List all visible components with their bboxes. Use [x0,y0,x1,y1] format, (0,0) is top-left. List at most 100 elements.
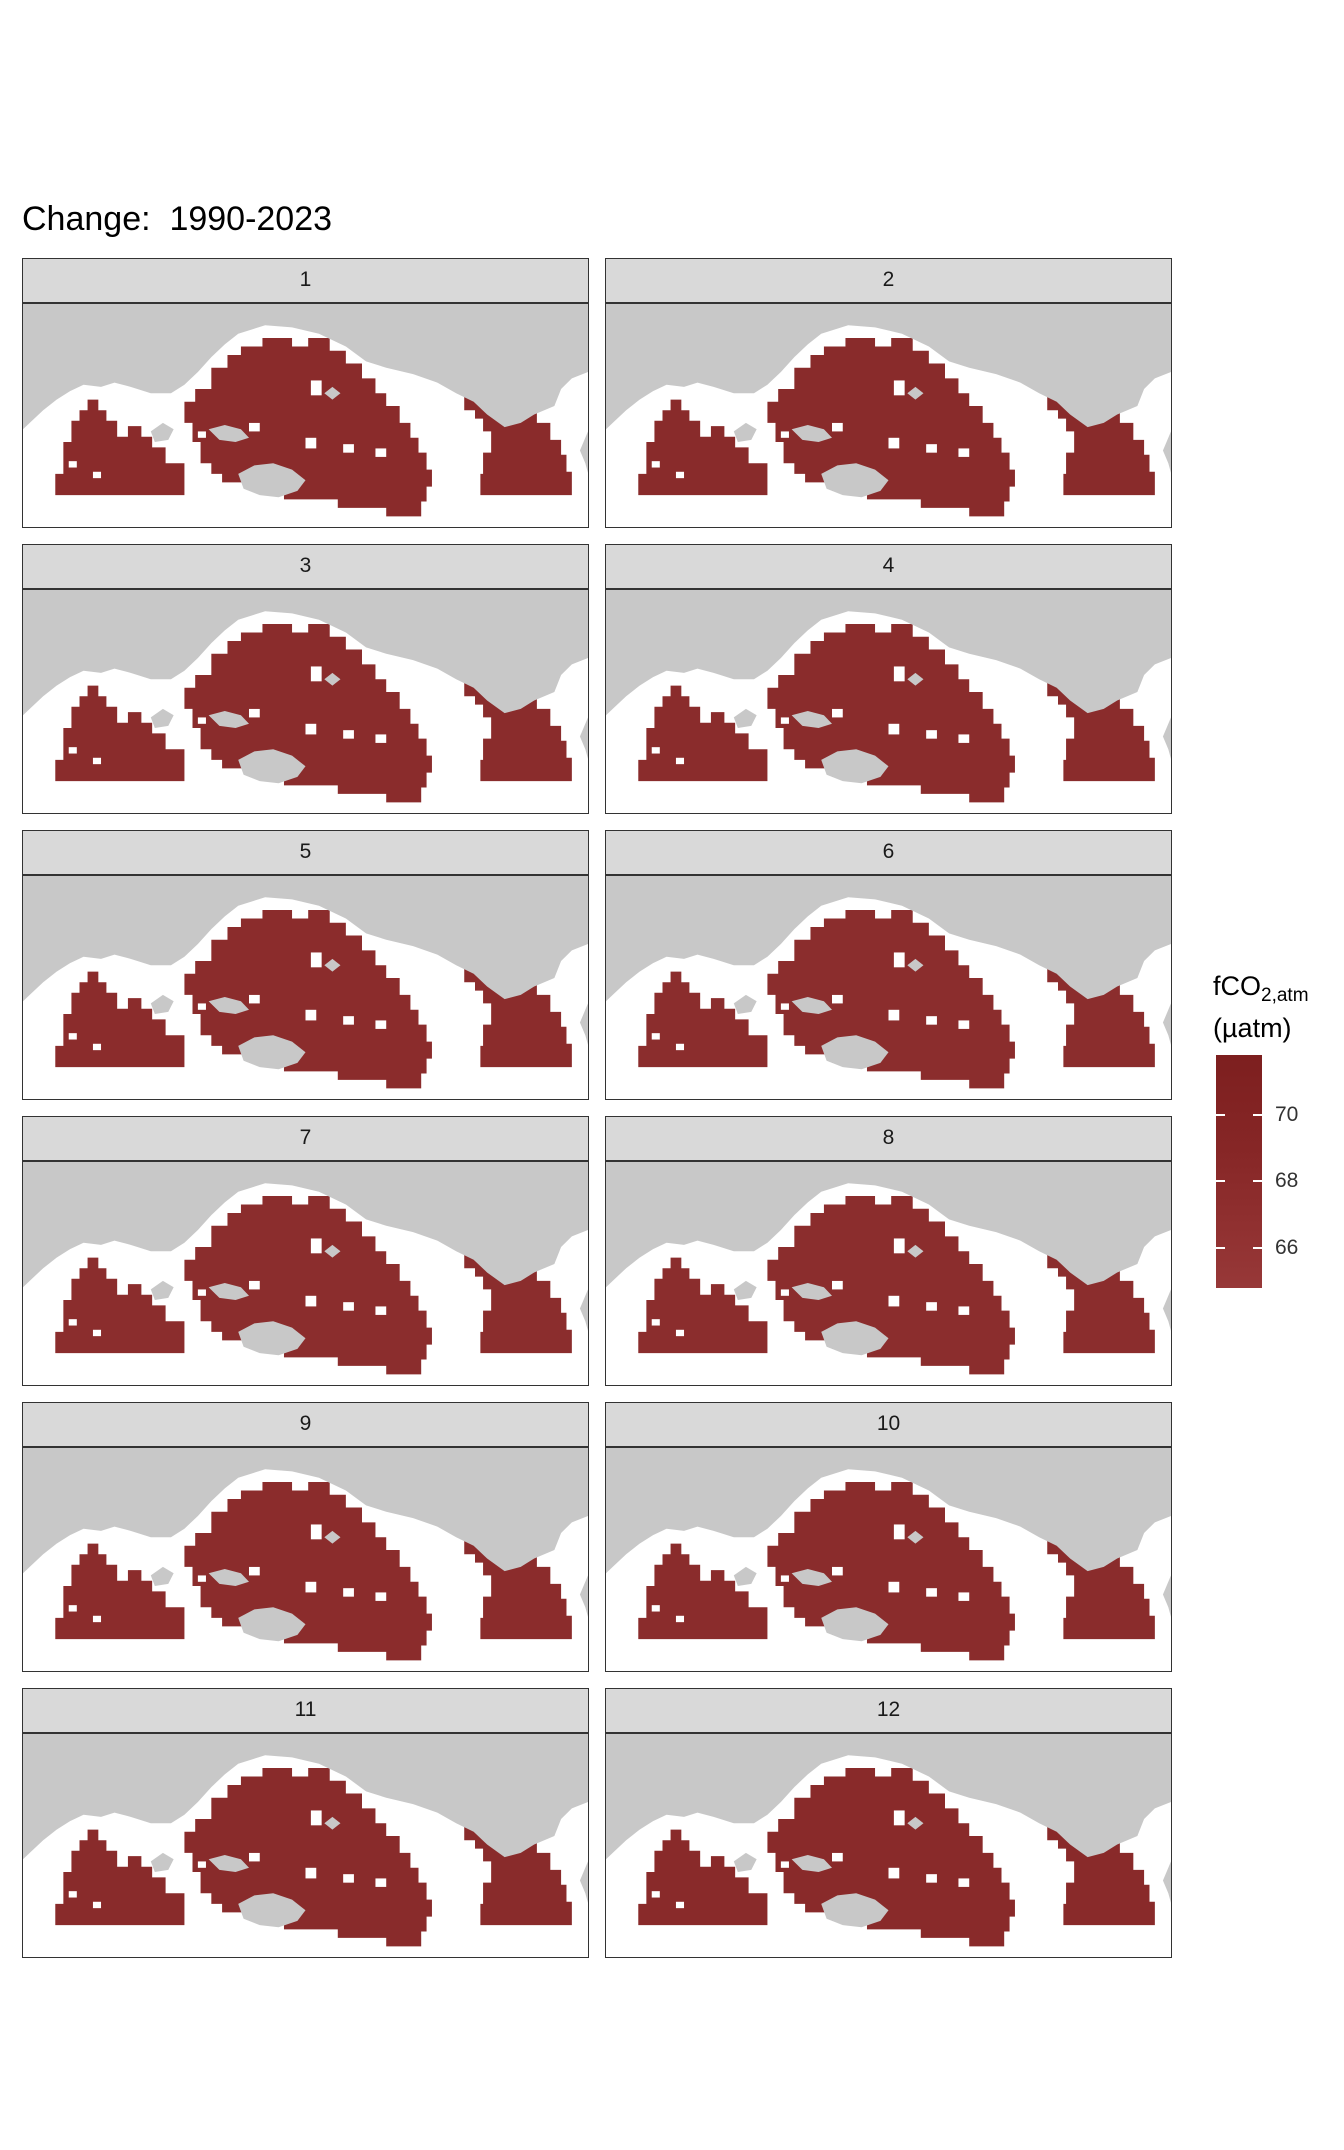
land-mass [208,1283,249,1301]
missing-cell [168,1024,177,1032]
missing-cell [343,444,354,453]
missing-cell [197,717,206,724]
land-mass [579,1289,588,1331]
missing-cell [926,730,937,739]
land-mass [791,425,832,443]
land-mass [606,1162,1171,1288]
missing-cell [426,713,438,722]
facet-panel: 1 [22,258,589,528]
missing-cell [343,1016,354,1025]
facet-strip: 11 [22,1688,589,1734]
land-mass [23,876,588,1002]
legend-tick-label: 66 [1275,1236,1299,1260]
missing-cell [197,1003,206,1010]
missing-cell [375,448,387,457]
missing-cell [249,708,260,718]
missing-cell [375,1020,387,1029]
ocean-cells [638,1543,768,1640]
missing-cell [832,708,843,718]
facet-strip: 5 [22,830,589,876]
missing-cell [926,1302,937,1311]
facet-map-svg [606,1734,1171,1947]
missing-cell [926,1588,937,1597]
land-mass [324,672,341,686]
ocean-cells [638,685,768,782]
land-mass [733,422,757,443]
facet-map-svg [606,590,1171,803]
missing-cell [184,1581,193,1589]
legend-title: fCO2,atm (µatm) [1213,970,1309,1044]
missing-cell [305,1867,317,1879]
missing-cell [305,1295,317,1307]
land-mass [791,997,832,1015]
land-mass [23,1448,588,1574]
facet-map-svg [23,876,588,1089]
missing-cell [780,1289,789,1296]
missing-cell [926,1874,937,1883]
legend-title-main: fCO [1213,971,1262,1001]
facet-map [22,1161,589,1386]
facet-label: 5 [299,840,312,863]
land-mass [150,994,174,1015]
missing-cell [68,1605,77,1612]
missing-cell [651,1319,660,1326]
ocean-cells [55,1829,185,1926]
missing-cell [832,1852,843,1862]
land-mass [324,958,341,972]
facet-map [22,875,589,1100]
ocean-cells [55,1543,185,1640]
land-mass [907,958,924,972]
missing-cell [375,1306,387,1315]
missing-cell [197,1861,206,1868]
facet-panel: 11 [22,1688,589,1958]
missing-cell [1009,713,1021,722]
missing-cell [197,1575,206,1582]
facet-map [605,1161,1172,1386]
missing-cell [68,461,77,468]
facet-map-svg [23,1448,588,1661]
land-mass [1162,431,1171,473]
land-mass [733,1852,757,1873]
land-mass [907,672,924,686]
land-mass [606,1448,1171,1574]
missing-cell [675,1043,685,1051]
land-mass [23,1162,588,1288]
facet-map [22,303,589,528]
missing-cell [68,747,77,754]
missing-cell [249,1280,260,1290]
ocean-cells [55,685,185,782]
land-mass [791,711,832,729]
legend-colorbar [1216,1055,1262,1288]
land-mass [238,1607,306,1642]
land-mass [791,1283,832,1301]
missing-cell [249,422,260,432]
missing-cell [184,1867,193,1875]
land-mass [907,386,924,400]
missing-cell [926,444,937,453]
facet-map [605,875,1172,1100]
missing-cell [751,1024,760,1032]
missing-cell [893,952,905,968]
facet-map-svg [23,590,588,803]
missing-cell [675,757,685,765]
facet-label: 3 [299,554,312,577]
missing-cell [767,1581,776,1589]
missing-cell [926,1016,937,1025]
ocean-cells [55,399,185,496]
land-mass [821,463,889,498]
missing-cell [184,1009,193,1017]
missing-cell [375,1878,387,1887]
facet-strip: 9 [22,1402,589,1448]
land-mass [579,1003,588,1045]
land-mass [1162,1575,1171,1617]
land-mass [579,1861,588,1903]
facet-panel: 3 [22,544,589,814]
land-mass [821,1321,889,1356]
facet-label: 2 [882,268,895,291]
legend-tick [1253,1113,1262,1116]
missing-cell [651,1605,660,1612]
land-mass [208,711,249,729]
missing-cell [888,1867,900,1879]
missing-cell [888,1581,900,1593]
ocean-cells [638,971,768,1068]
